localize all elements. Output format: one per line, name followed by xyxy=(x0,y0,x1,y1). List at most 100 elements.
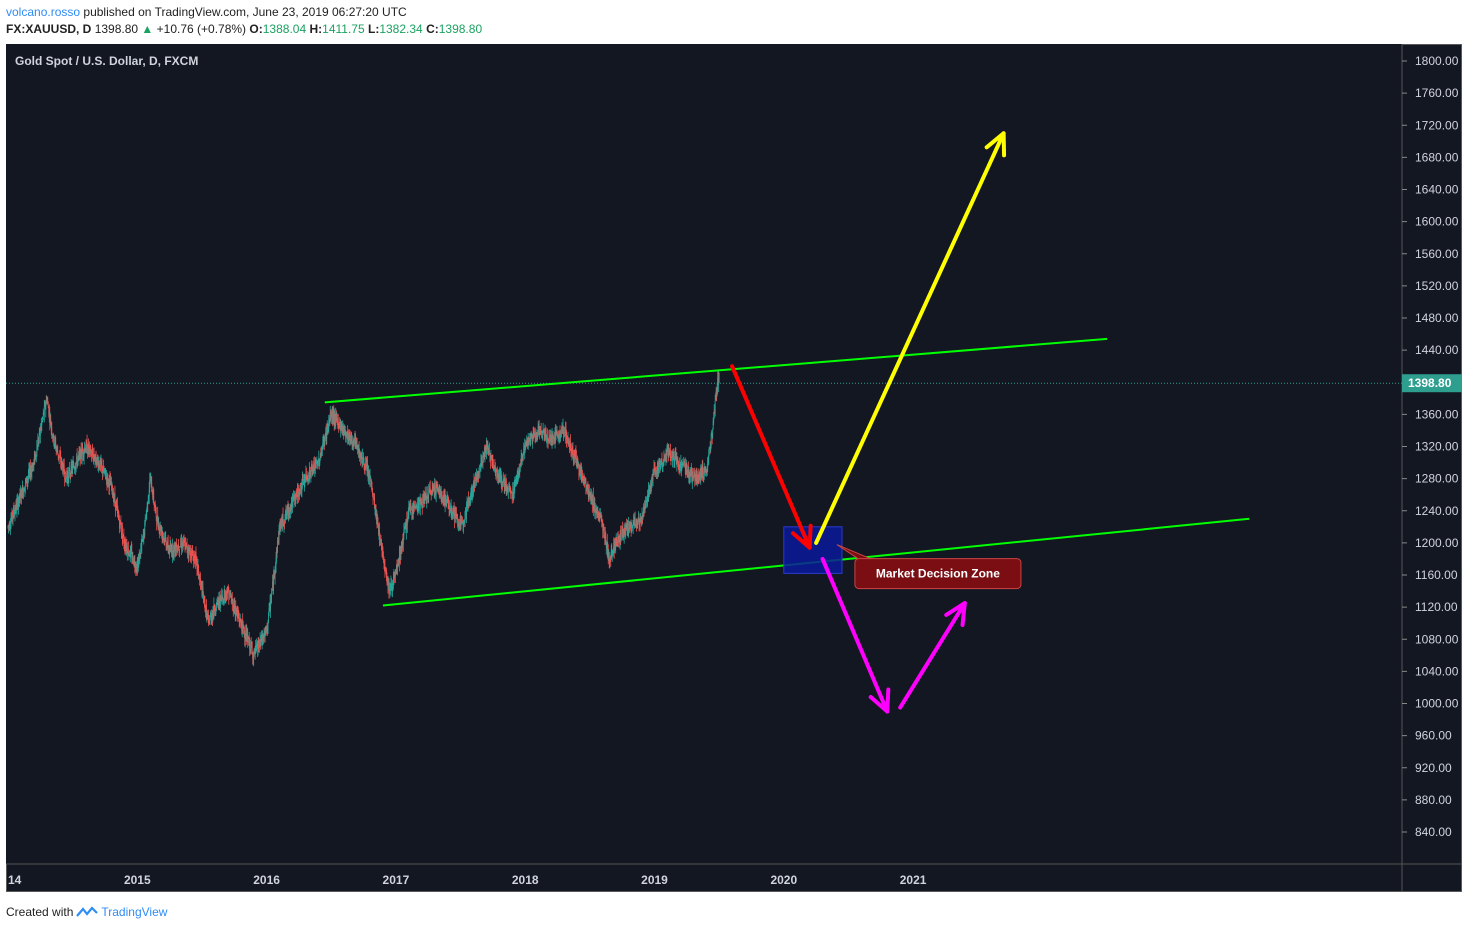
candle-body xyxy=(597,511,599,516)
candle-body xyxy=(189,550,191,552)
candle-body xyxy=(95,451,97,464)
candle-body xyxy=(347,429,349,441)
candle-body xyxy=(461,522,463,525)
candle-body xyxy=(251,646,253,648)
candle-body xyxy=(416,503,418,506)
candle-body xyxy=(16,501,18,510)
author-link[interactable]: volcano.rosso xyxy=(6,5,81,19)
candle-body xyxy=(637,521,638,523)
candle-body xyxy=(397,560,399,568)
candle-body xyxy=(28,469,30,472)
candle-body xyxy=(622,528,624,537)
candle-body xyxy=(216,599,218,603)
candle-body xyxy=(76,455,78,465)
candle-body xyxy=(390,585,391,590)
candle-body xyxy=(246,630,248,642)
candle-body xyxy=(513,487,515,492)
candle-body xyxy=(435,485,437,495)
candle-body xyxy=(502,482,504,487)
candle-body xyxy=(66,478,68,480)
candle-body xyxy=(552,438,554,442)
candle-body xyxy=(308,478,310,483)
candle-body xyxy=(540,429,542,432)
candle-body xyxy=(431,488,433,495)
candle-body xyxy=(493,467,495,469)
candle-body xyxy=(245,631,247,641)
candle-body xyxy=(334,414,336,424)
candle-body xyxy=(121,526,123,539)
candle-body xyxy=(286,514,287,516)
candle-body xyxy=(686,469,688,472)
candle-body xyxy=(377,521,379,526)
candle-body xyxy=(133,559,135,564)
candle-body xyxy=(192,557,194,561)
candle-body xyxy=(314,468,316,472)
candle-body xyxy=(8,525,10,526)
candle-body xyxy=(494,465,496,467)
candle-body xyxy=(516,476,518,481)
candle-body xyxy=(313,464,315,471)
candle-body xyxy=(347,431,349,440)
candle-body xyxy=(129,549,131,559)
candle-body xyxy=(214,610,216,612)
candle-body xyxy=(129,556,131,558)
candle-body xyxy=(598,513,600,522)
candle-body xyxy=(620,534,622,539)
x-tick-label: 2016 xyxy=(253,873,280,887)
candle-body xyxy=(631,526,633,530)
tradingview-link[interactable]: TradingView xyxy=(101,905,168,919)
y-tick-label: 1480.00 xyxy=(1415,311,1459,325)
candle-body xyxy=(417,509,419,511)
candle-body xyxy=(546,440,548,442)
candle-body xyxy=(604,534,606,540)
candle-body xyxy=(505,481,507,491)
candle-body xyxy=(257,643,259,650)
candle-body xyxy=(432,487,434,491)
candle-body xyxy=(240,618,242,623)
candle-body xyxy=(478,474,480,475)
candle-body xyxy=(50,424,52,428)
candle-body xyxy=(100,460,101,464)
candle-body xyxy=(457,518,458,522)
candle-body xyxy=(237,614,239,617)
candle-body xyxy=(411,510,413,514)
candle-body xyxy=(203,596,205,602)
candle-body xyxy=(11,517,12,521)
candle-body xyxy=(300,483,302,492)
y-tick-label: 1000.00 xyxy=(1415,697,1459,711)
candle-body xyxy=(681,464,683,467)
candle-body xyxy=(196,557,198,569)
candle-body xyxy=(393,576,395,581)
candle-body xyxy=(488,450,490,455)
magenta-arrow-down-head xyxy=(868,687,891,714)
candle-body xyxy=(428,489,430,496)
candle-body xyxy=(334,415,336,423)
candle-body xyxy=(687,466,689,476)
candle-body xyxy=(64,478,66,482)
candle-body xyxy=(206,613,208,618)
candle-body xyxy=(22,487,24,495)
candle-body xyxy=(486,445,487,455)
candle-body xyxy=(208,616,210,620)
magenta-arrow-up-head xyxy=(944,601,967,627)
candle-body xyxy=(709,447,711,450)
candle-body xyxy=(72,463,74,468)
candle-body xyxy=(641,521,642,524)
candle-body xyxy=(303,478,305,486)
candle-body xyxy=(112,494,114,497)
candle-body xyxy=(691,472,693,483)
candle-body xyxy=(247,638,249,639)
candle-body xyxy=(177,545,179,550)
candle-body xyxy=(619,534,621,544)
candle-body xyxy=(587,486,589,488)
candle-body xyxy=(607,551,609,558)
candle-body xyxy=(655,473,657,475)
candle-body xyxy=(124,546,126,550)
price-chart[interactable]: 840.00 880.00 920.00 960.00 1000.00 1040.00 10… xyxy=(6,44,1462,892)
candle-body xyxy=(636,522,638,526)
candle-body xyxy=(181,546,183,548)
candle-body xyxy=(382,548,383,556)
candle-body xyxy=(213,605,215,611)
candle-body xyxy=(506,486,508,492)
candle-body xyxy=(427,497,429,499)
